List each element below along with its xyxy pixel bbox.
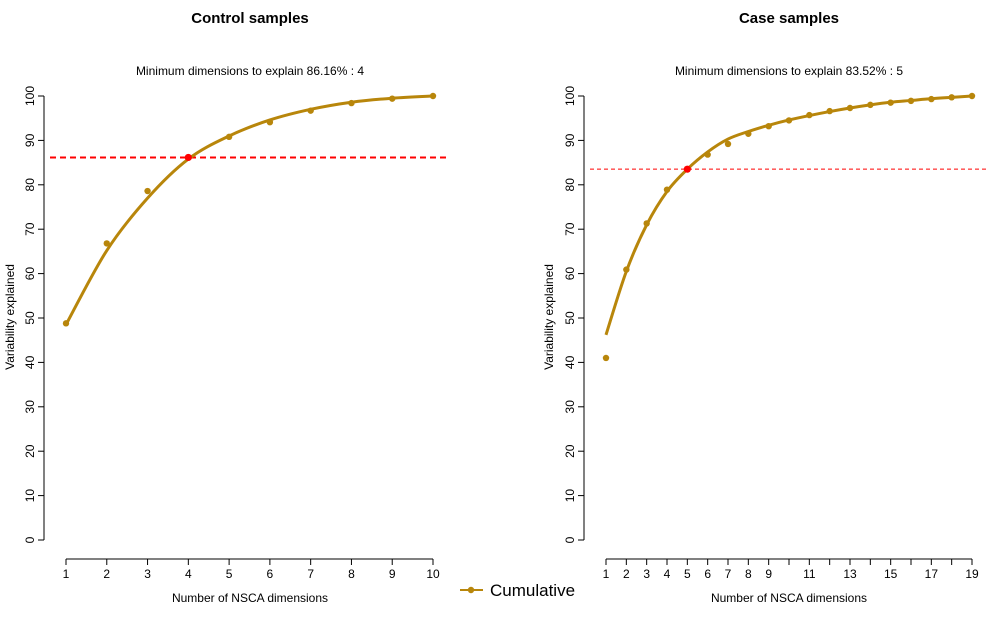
data-point bbox=[429, 92, 437, 100]
y-axis-label: Variability explained bbox=[542, 264, 556, 370]
y-tick-label: 40 bbox=[23, 355, 37, 369]
x-tick-label: 2 bbox=[623, 567, 630, 581]
plot-area: 0 10 20 30 40 50 60 70 80 90 100 1 2 3 4 5 6 7 8 9 11 13 15 17 1… bbox=[563, 86, 986, 581]
x-tick-label: 2 bbox=[103, 567, 110, 581]
y-tick-label: 20 bbox=[23, 444, 37, 458]
data-point bbox=[389, 95, 396, 102]
x-tick-label: 9 bbox=[389, 567, 396, 581]
data-point bbox=[704, 151, 711, 158]
x-tick-label: 5 bbox=[684, 567, 691, 581]
threshold-point bbox=[184, 153, 192, 162]
y-tick-label: 20 bbox=[563, 444, 577, 458]
data-point bbox=[307, 107, 314, 114]
x-tick-label: 19 bbox=[965, 567, 979, 581]
x-tick-label: 4 bbox=[664, 567, 671, 581]
x-tick-label: 13 bbox=[843, 567, 857, 581]
x-tick-label: 8 bbox=[348, 567, 355, 581]
data-point bbox=[928, 95, 935, 103]
data-point bbox=[623, 266, 630, 273]
data-point bbox=[846, 104, 854, 112]
fit-curve bbox=[604, 94, 973, 336]
y-tick-label: 70 bbox=[563, 222, 577, 236]
x-tick-label: 15 bbox=[884, 567, 898, 581]
y-axis-label: Variability explained bbox=[3, 264, 17, 370]
y-tick-label: 0 bbox=[563, 536, 577, 543]
data-point bbox=[663, 186, 671, 193]
data-point bbox=[968, 92, 976, 100]
data-point bbox=[103, 240, 110, 247]
fit-curve bbox=[64, 94, 434, 326]
legend-point-swatch bbox=[467, 586, 475, 594]
data-point bbox=[724, 140, 732, 148]
y-tick-label: 30 bbox=[23, 400, 37, 414]
data-point bbox=[867, 101, 874, 109]
data-point bbox=[745, 130, 752, 137]
x-tick-label: 7 bbox=[725, 567, 732, 581]
y-tick-label: 80 bbox=[23, 178, 37, 192]
data-point bbox=[887, 99, 894, 106]
data-point bbox=[348, 99, 355, 107]
y-tick-label: 60 bbox=[23, 267, 37, 281]
y-tick-label: 0 bbox=[23, 536, 37, 543]
legend: Cumulative bbox=[460, 581, 575, 600]
data-point bbox=[144, 187, 151, 195]
x-tick-label: 5 bbox=[226, 567, 233, 581]
plot-area: 0 10 20 30 40 50 60 70 80 90 100 1 2 3 4 5 6 7 8 9 10 bbox=[23, 86, 447, 581]
x-axis-label: Number of NSCA dimensions bbox=[711, 591, 867, 605]
panel-control: Control samples Minimum dimensions to ex… bbox=[3, 10, 447, 605]
x-tick-label: 1 bbox=[603, 567, 610, 581]
y-tick-label: 90 bbox=[23, 133, 37, 147]
y-tick-label: 100 bbox=[563, 86, 577, 106]
legend-label: Cumulative bbox=[490, 581, 575, 600]
data-point bbox=[765, 122, 772, 130]
data-point bbox=[826, 107, 833, 115]
y-tick-label: 60 bbox=[563, 267, 577, 281]
x-tick-label: 1 bbox=[63, 567, 70, 581]
y-tick-label: 50 bbox=[563, 311, 577, 325]
y-tick-label: 30 bbox=[563, 400, 577, 414]
data-point bbox=[602, 354, 610, 362]
y-tick-label: 100 bbox=[23, 86, 37, 106]
y-tick-label: 70 bbox=[23, 222, 37, 236]
x-tick-label: 10 bbox=[426, 567, 440, 581]
panel-subtitle: Minimum dimensions to explain 83.52% : 5 bbox=[675, 64, 903, 78]
x-tick-label: 3 bbox=[144, 567, 151, 581]
data-point bbox=[225, 133, 233, 141]
data-point bbox=[62, 320, 70, 327]
x-tick-label: 17 bbox=[925, 567, 939, 581]
y-tick-label: 50 bbox=[23, 311, 37, 325]
y-tick-label: 10 bbox=[23, 489, 37, 503]
x-tick-label: 6 bbox=[267, 567, 274, 581]
x-tick-label: 3 bbox=[643, 567, 650, 581]
data-point bbox=[643, 220, 650, 227]
threshold-point bbox=[683, 165, 691, 173]
panel-subtitle: Minimum dimensions to explain 86.16% : 4 bbox=[136, 64, 364, 78]
data-point bbox=[785, 117, 793, 124]
x-tick-label: 9 bbox=[765, 567, 772, 581]
data-point bbox=[907, 97, 915, 105]
data-point bbox=[948, 94, 955, 101]
x-tick-label: 6 bbox=[704, 567, 711, 581]
x-tick-label: 11 bbox=[803, 567, 816, 581]
y-tick-label: 10 bbox=[563, 489, 577, 503]
x-tick-label: 8 bbox=[745, 567, 752, 581]
x-tick-label: 4 bbox=[185, 567, 192, 581]
x-axis-label: Number of NSCA dimensions bbox=[172, 591, 328, 605]
y-tick-label: 80 bbox=[563, 178, 577, 192]
data-point bbox=[806, 111, 813, 119]
panel-title: Control samples bbox=[191, 10, 309, 27]
x-tick-label: 7 bbox=[307, 567, 314, 581]
data-point bbox=[266, 118, 274, 126]
panel-case: Case samples Minimum dimensions to expla… bbox=[542, 10, 986, 605]
panel-title: Case samples bbox=[739, 10, 839, 27]
y-tick-label: 40 bbox=[563, 355, 577, 369]
y-tick-label: 90 bbox=[563, 133, 577, 147]
